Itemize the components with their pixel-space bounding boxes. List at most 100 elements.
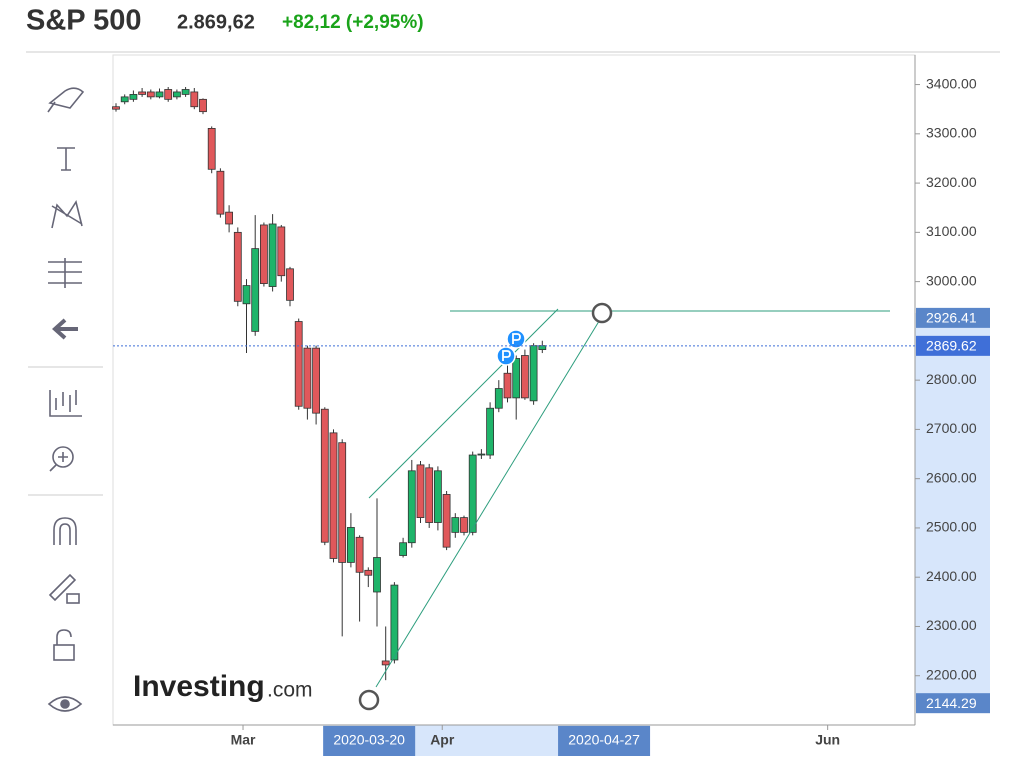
lock-draw-icon[interactable]: [48, 573, 77, 602]
candle-body: [364, 569, 373, 576]
title: S&P 500: [26, 5, 142, 37]
candle-body: [294, 321, 303, 407]
y-tick-label: 2400.00: [926, 568, 977, 584]
pivot-p: [512, 333, 521, 344]
anchor: [591, 302, 613, 324]
candle-body: [416, 464, 425, 518]
candle-body: [268, 223, 277, 287]
candle-body: [312, 347, 321, 414]
zoom-icon[interactable]: [52, 446, 74, 468]
y-tick-label: 3200.00: [926, 174, 977, 190]
candle-body: [216, 170, 225, 215]
date-badge: [323, 726, 416, 756]
y-tick-label: 3300.00: [926, 125, 977, 141]
candle-body: [138, 91, 147, 95]
candle-body: [199, 98, 207, 113]
candle-body: [303, 347, 312, 409]
y-tick-label: 3000.00: [926, 272, 977, 288]
candle-body: [407, 470, 416, 544]
y-tick-label: 3100.00: [926, 223, 977, 239]
unlock-icon[interactable]: [53, 644, 75, 661]
candle-body: [172, 91, 181, 98]
change: +82,12 (+2,95%): [282, 12, 424, 33]
price-badge: [916, 307, 990, 328]
text-icon[interactable]: [57, 147, 75, 171]
candle-body: [346, 527, 355, 563]
drawings: [368, 308, 890, 688]
candle-body: [477, 453, 486, 456]
candle-body: [521, 355, 529, 399]
candle-body: [120, 96, 129, 103]
candle-body: [164, 89, 173, 100]
candle-body: [512, 358, 521, 399]
candle-body: [329, 432, 338, 559]
indicator-icon[interactable]: [49, 390, 82, 417]
candle-body: [251, 248, 260, 332]
x-tick-label: Jun: [815, 732, 840, 748]
back-icon[interactable]: [52, 318, 78, 340]
y-tick-label: 2700.00: [926, 420, 977, 436]
x-tick-label: Mar: [231, 732, 256, 748]
watermark: Investing: [133, 670, 265, 703]
price-label: 2926.41: [926, 310, 977, 326]
pattern-icon[interactable]: [51, 200, 83, 229]
candle-body: [112, 106, 120, 110]
date-label: 2020-03-20: [333, 732, 405, 748]
candle-body: [529, 345, 538, 402]
candle-body: [442, 494, 451, 548]
pivot-marker: [506, 329, 526, 349]
candle-body: [277, 226, 286, 277]
price-label: 2144.29: [926, 695, 977, 711]
price: 2.869,62: [177, 11, 255, 33]
eye-icon[interactable]: [47, 696, 83, 712]
candle-body: [373, 557, 381, 593]
y-tick-label: 2200.00: [926, 666, 977, 682]
candle-body: [503, 372, 512, 399]
y-tick-label: 2300.00: [926, 617, 977, 633]
candle-body: [233, 231, 242, 302]
fib-icon[interactable]: [48, 258, 82, 288]
brush-icon[interactable]: [47, 87, 85, 113]
price-label: 2869.62: [926, 338, 977, 354]
anchor: [358, 689, 380, 711]
candle-body: [390, 584, 399, 661]
candle-body: [155, 91, 164, 98]
price-badge: [916, 693, 990, 714]
candle-body: [433, 470, 442, 523]
y-tick-label: 2800.00: [926, 371, 977, 387]
candle-body: [460, 517, 468, 533]
channel-line: [368, 308, 890, 688]
candle-body: [399, 542, 408, 556]
watermark-suffix: .com: [267, 679, 313, 702]
pivot-p: [502, 350, 511, 361]
date-label: 2020-04-27: [568, 732, 640, 748]
date-badge: [558, 726, 651, 756]
candle-body: [225, 211, 234, 225]
candle-body: [338, 442, 347, 563]
axis-selection: [915, 313, 990, 700]
candle-body: [320, 408, 329, 543]
candle-body: [494, 388, 503, 409]
candle-body: [129, 94, 138, 100]
toolbar: [28, 87, 103, 712]
candle-body: [190, 91, 199, 108]
x-tick-label: Apr: [430, 732, 455, 748]
candle-body: [425, 467, 434, 523]
candle-body: [468, 454, 477, 533]
candle-body: [242, 285, 251, 305]
price-badge: [916, 335, 990, 356]
candle-body: [207, 128, 216, 170]
candle-body: [486, 407, 495, 456]
y-tick-label: 3400.00: [926, 75, 977, 91]
candle-body: [451, 517, 460, 533]
candle-body: [146, 91, 155, 98]
candle-body: [259, 224, 268, 284]
y-tick-label: 2500.00: [926, 519, 977, 535]
magnet-icon[interactable]: [53, 517, 77, 545]
candle-body: [181, 89, 190, 95]
y-tick-label: 2600.00: [926, 469, 977, 485]
candle-body: [355, 536, 364, 573]
candle-body: [381, 660, 390, 666]
